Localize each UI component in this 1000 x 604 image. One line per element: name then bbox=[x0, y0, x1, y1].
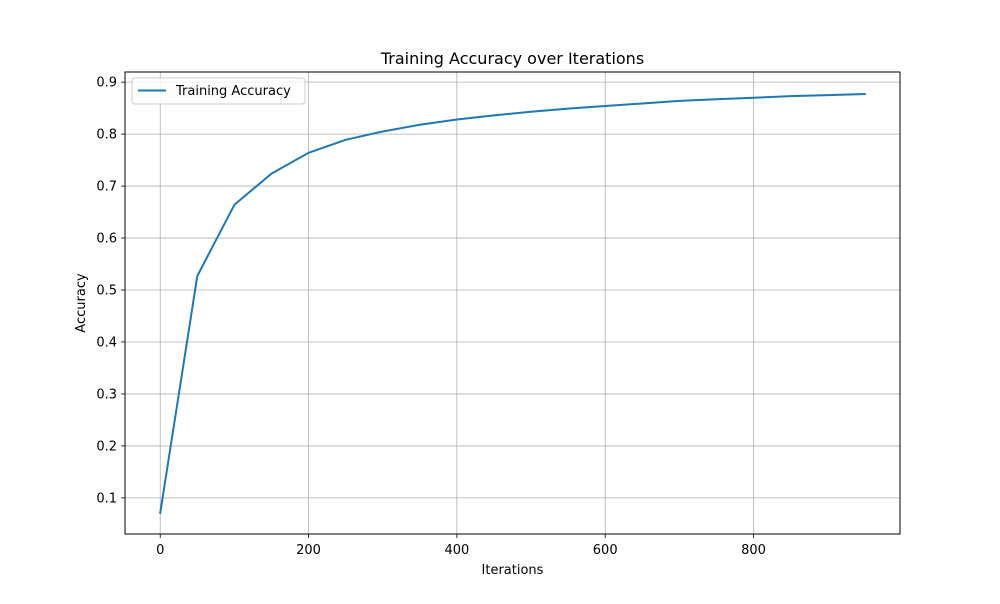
legend-label: Training Accuracy bbox=[175, 84, 291, 99]
y-tick-label: 0.8 bbox=[96, 128, 117, 143]
y-axis-label: Accuracy bbox=[74, 273, 89, 333]
y-tick-label: 0.6 bbox=[96, 232, 117, 247]
y-tick-label: 0.9 bbox=[96, 76, 117, 91]
series-line-training-accuracy bbox=[159, 93, 866, 515]
y-axis-ticks: 0.1 0.2 0.3 0.4 0.5 0.6 0.7 0.8 0.9 bbox=[96, 76, 125, 506]
plot-area bbox=[125, 72, 900, 534]
y-tick-label: 0.2 bbox=[96, 439, 117, 454]
x-tick-label: 600 bbox=[593, 543, 618, 558]
x-tick-label: 400 bbox=[444, 543, 469, 558]
chart-title: Training Accuracy over Iterations bbox=[380, 49, 644, 68]
x-tick-label: 200 bbox=[296, 543, 321, 558]
plot-frame bbox=[124, 71, 901, 535]
y-tick-label: 0.1 bbox=[96, 491, 117, 506]
x-axis-label: Iterations bbox=[482, 563, 544, 578]
grid-lines bbox=[125, 72, 900, 534]
y-tick-label: 0.3 bbox=[96, 387, 117, 402]
y-tick-label: 0.5 bbox=[96, 284, 117, 299]
x-tick-label: 0 bbox=[156, 543, 164, 558]
legend-box bbox=[131, 77, 306, 105]
series-layer bbox=[159, 93, 866, 515]
legend: Training Accuracy bbox=[131, 77, 306, 105]
x-tick-label: 800 bbox=[741, 543, 766, 558]
y-tick-label: 0.4 bbox=[96, 335, 117, 350]
y-tick-label: 0.7 bbox=[96, 180, 117, 195]
x-axis-ticks: 0 200 400 600 800 bbox=[156, 534, 766, 558]
